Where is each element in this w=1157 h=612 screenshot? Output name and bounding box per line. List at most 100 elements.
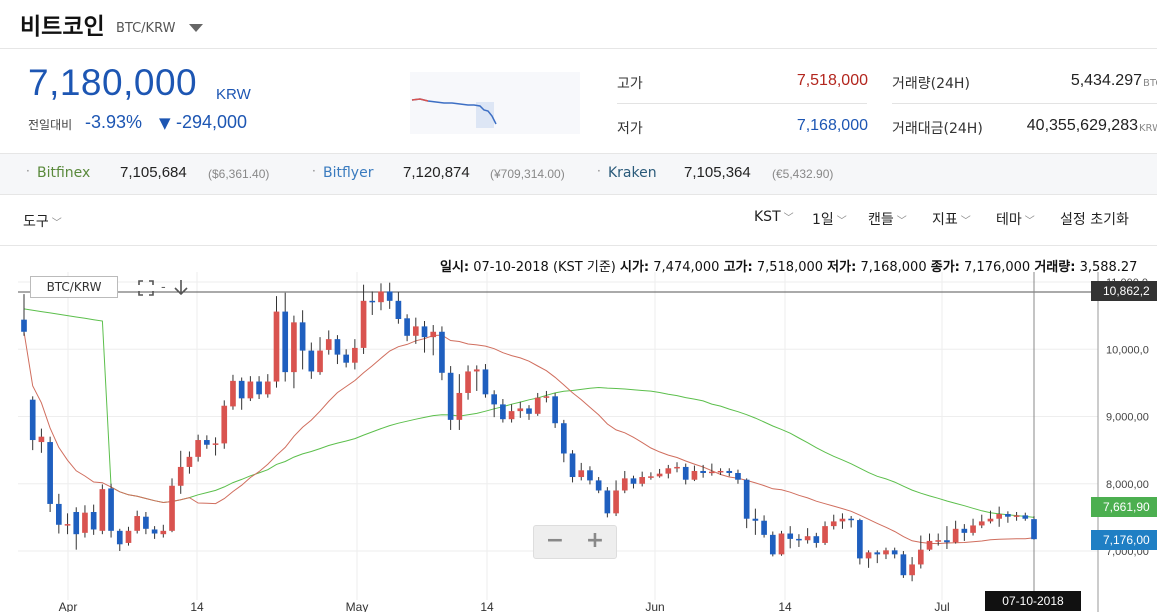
candle-body: [465, 371, 471, 393]
candle-body: [352, 347, 358, 363]
caret-down-icon[interactable]: [189, 24, 203, 32]
volume-label: 거래량(24H): [892, 76, 970, 92]
x-tick-label: Apr: [59, 600, 78, 612]
exchange-bitfinex[interactable]: Bitfinex: [37, 165, 91, 181]
candle-body: [308, 350, 315, 372]
expand-icon[interactable]: [138, 280, 154, 296]
candle-body: [204, 440, 210, 445]
candle-body: [717, 470, 724, 473]
candle-body: [360, 300, 367, 348]
volume-unit: BTC: [1143, 78, 1157, 89]
x-tick-label: Jul: [934, 600, 949, 612]
candlestick-chart[interactable]: 11,000,010,000,09,000,008,000,007,000,00…: [0, 248, 1157, 612]
bullet-icon: ·: [26, 164, 30, 178]
x-tick-label: 14: [778, 600, 792, 612]
interval-menu[interactable]: 1일 ﹀: [812, 209, 847, 229]
info-high-label: 고가:: [723, 260, 753, 275]
pair-selector[interactable]: BTC/KRW: [116, 21, 176, 36]
exchange-price: 7,105,364: [684, 164, 751, 181]
change-amount: -294,000: [176, 112, 248, 132]
zoom-in-button[interactable]: +: [585, 528, 605, 553]
exchange-bitflyer[interactable]: Bitflyer: [323, 165, 374, 181]
low-label: 저가: [617, 121, 643, 137]
theme-menu[interactable]: 테마 ﹀: [996, 209, 1035, 229]
candle-body: [700, 470, 706, 473]
candle-body: [264, 381, 271, 395]
candle-body: [630, 478, 637, 484]
candle-body: [674, 466, 680, 469]
candle-body: [961, 528, 968, 533]
chart-pair-label[interactable]: BTC/KRW: [30, 276, 118, 298]
candle-body: [238, 380, 245, 399]
info-open-value: 7,474,000: [653, 260, 720, 275]
timezone-menu[interactable]: KST ﹀: [754, 209, 794, 225]
candle-body: [639, 477, 646, 484]
candle-body: [900, 554, 907, 576]
indicators-menu[interactable]: 지표 ﹀: [932, 209, 971, 229]
download-icon[interactable]: [173, 279, 189, 297]
change-label: 전일대비: [28, 118, 73, 132]
separator: -: [161, 280, 166, 295]
candle-body: [439, 331, 445, 373]
x-tick-label: 14: [190, 600, 204, 612]
reset-settings-button[interactable]: 설정 초기화: [1060, 212, 1129, 228]
info-volume-label: 거래량:: [1034, 260, 1076, 275]
chart-type-label: 캔들: [868, 212, 894, 228]
exchange-fiat: (¥709,314.00): [490, 167, 565, 181]
candle-body: [221, 405, 228, 444]
candle-body: [177, 466, 184, 486]
sparkline-svg: [411, 98, 497, 128]
chevron-down-icon: ﹀: [896, 216, 907, 227]
zoom-out-button[interactable]: −: [545, 528, 565, 553]
candle-body: [735, 472, 741, 480]
candle-body: [317, 350, 323, 373]
candle-body: [395, 300, 402, 319]
candle-body: [1031, 519, 1037, 540]
candle-body: [691, 470, 698, 480]
candles: [21, 282, 1037, 582]
stat-divider: [617, 103, 867, 104]
chevron-down-icon: ﹀: [783, 213, 794, 224]
exchange-kraken[interactable]: Kraken: [608, 165, 657, 181]
candle-body: [378, 291, 384, 303]
candle-body: [508, 411, 515, 420]
candle-body: [621, 478, 628, 491]
candle-body: [212, 443, 219, 445]
candle-body: [473, 369, 480, 372]
x-tick-label: May: [346, 600, 369, 612]
ma-long-line: [23, 308, 1035, 518]
candle-body: [848, 518, 854, 521]
sparkline-highlight: [476, 102, 494, 128]
candle-body: [970, 525, 976, 533]
candle-body: [830, 521, 837, 527]
candle-body: [169, 485, 175, 531]
candle-body: [1022, 515, 1029, 519]
candle-body: [883, 550, 889, 555]
candle-body: [726, 470, 733, 473]
sparkline-up: [411, 98, 429, 102]
candle-body: [874, 552, 881, 555]
chevron-down-icon: ﹀: [836, 216, 847, 227]
candle-body: [952, 528, 959, 543]
down-arrow-icon: ▼: [159, 114, 171, 132]
chart-type-menu[interactable]: 캔들 ﹀: [868, 209, 907, 229]
candle-body: [935, 540, 942, 542]
indicators-label: 지표: [932, 212, 958, 228]
candle-body: [752, 518, 759, 521]
candle-body: [73, 511, 80, 535]
ohlc-info-line: 일시: 07-10-2018 (KST 기준) 시가: 7,474,000 고가…: [440, 256, 1137, 275]
low-value: 7,168,000: [796, 117, 868, 134]
candle-body: [978, 521, 985, 526]
candle-body: [29, 399, 36, 441]
mini-sparkline: [410, 72, 580, 134]
theme-label: 테마: [996, 212, 1022, 228]
tools-menu[interactable]: 도구 ﹀: [23, 211, 62, 231]
candle-body: [82, 512, 88, 533]
candle-body: [822, 526, 828, 543]
info-date-label: 일시:: [440, 260, 470, 275]
candle-body: [108, 488, 114, 531]
interval-label: 1일: [812, 212, 834, 228]
candle-body: [230, 380, 236, 407]
chevron-down-icon: ﹀: [960, 216, 971, 227]
info-close-value: 7,176,000: [964, 260, 1031, 275]
